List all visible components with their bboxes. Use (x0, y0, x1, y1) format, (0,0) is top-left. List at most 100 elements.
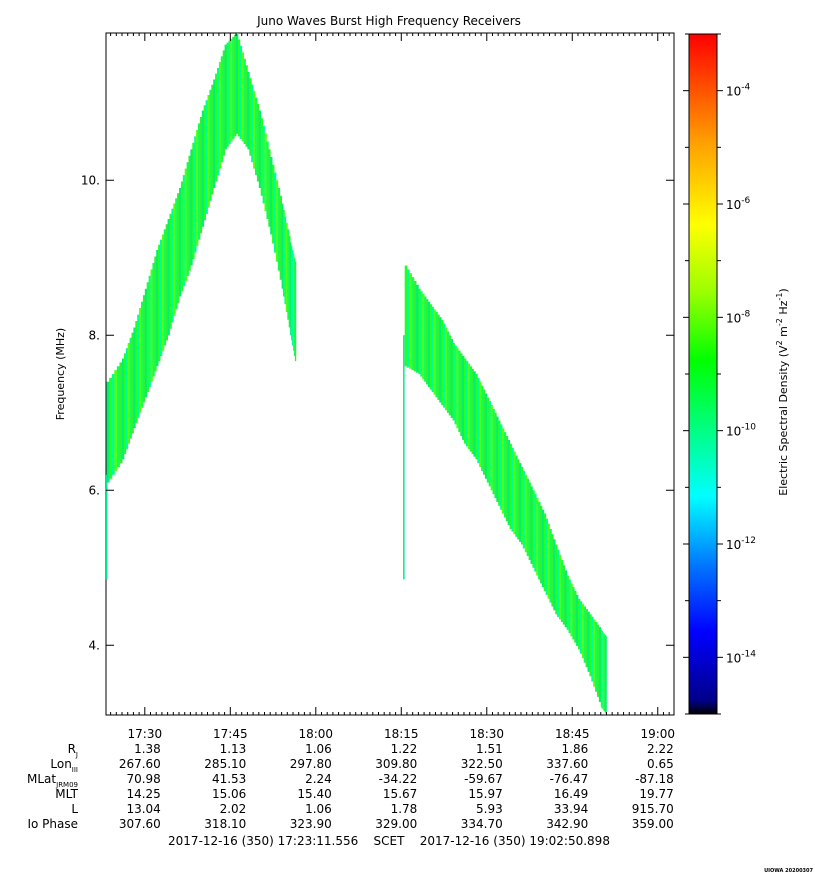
emission-cell (496, 416, 499, 502)
colorbar-tick-label: 10-14 (726, 649, 756, 665)
ephemeris-value: 2.24 (305, 772, 332, 786)
emission-cell (247, 71, 250, 150)
emission-cell (427, 301, 431, 387)
emission-cell (541, 509, 545, 588)
emission-cell (460, 353, 463, 436)
x-tick-label: 18:30 (469, 727, 504, 741)
colorbar (688, 33, 718, 715)
emission-cell (277, 188, 281, 271)
emission-cell (203, 105, 206, 221)
ephemeris-value: 13.04 (126, 802, 160, 816)
ephemeris-value: 329.00 (375, 817, 417, 831)
emission-cell (270, 157, 273, 235)
emission-cell (163, 229, 167, 346)
emission-cell (119, 362, 123, 464)
emission-cell (494, 412, 497, 499)
ephemeris-row-label: MLT (55, 787, 78, 801)
ephemeris-value: 267.60 (119, 757, 161, 771)
emission-cell (237, 39, 241, 137)
ephemeris-value: 297.80 (290, 757, 332, 771)
ephemeris-value: 41.53 (212, 772, 246, 786)
colorbar-tick-label: 10-12 (726, 536, 756, 552)
emission-cell (167, 219, 170, 336)
ephemeris-row-label: LonIII (50, 757, 78, 774)
emission-cell (228, 40, 231, 145)
emission-cell (272, 164, 275, 244)
ephemeris-value: 15.97 (468, 787, 502, 801)
emission-cell (137, 314, 140, 418)
emission-cell (133, 327, 136, 429)
emission-cell (169, 213, 172, 329)
ephemeris-value: 337.60 (546, 757, 588, 771)
emission-cell (114, 370, 118, 471)
emission-cell (111, 374, 115, 475)
chart-title: Juno Waves Burst High Frequency Receiver… (256, 14, 521, 28)
emission-cell (186, 162, 189, 276)
emission-cell (241, 52, 244, 142)
emission-layer (106, 33, 607, 714)
emission-cell (517, 459, 520, 540)
x-minor-ticks (110, 33, 670, 715)
emission-cell (469, 366, 472, 452)
emission-cell (420, 291, 423, 377)
emission-cell (258, 110, 262, 188)
emission-cell (513, 451, 516, 535)
emission-cell (262, 126, 265, 204)
y-tick-label: 4. (89, 638, 100, 652)
emission-cell (429, 304, 433, 390)
emission-cell (536, 498, 539, 576)
emission-cell (198, 123, 201, 240)
emission-cell (597, 624, 600, 697)
emission-cell (287, 229, 290, 320)
ephemeris-table: RJ 1.38 1.13 1.06 1.22 1.51 1.86 2.22 LonIII 267.… (27, 742, 674, 831)
x-tick-label: 18:00 (298, 727, 333, 741)
emission-cell (236, 33, 239, 134)
emission-cell (488, 401, 491, 487)
emission-cell (148, 275, 151, 387)
emission-cell (199, 117, 203, 234)
x-tick-label: 17:30 (128, 727, 163, 741)
emission-cell (161, 234, 165, 351)
ephemeris-value: 14.25 (126, 787, 160, 801)
emission-cell (222, 50, 225, 156)
emission-cell (566, 575, 569, 630)
emission-cell (256, 104, 260, 182)
emission-cell (122, 358, 125, 460)
emission-cell (583, 606, 586, 663)
ephemeris-value: -76.47 (550, 772, 589, 786)
emission-cell (205, 100, 208, 214)
emission-cell (458, 350, 461, 433)
emission-cell (498, 420, 501, 506)
ephemeris-value: 19.77 (639, 787, 673, 801)
emission-cell (264, 133, 267, 212)
emission-cell (562, 565, 566, 625)
emission-cell (283, 210, 285, 297)
emission-cell (464, 358, 467, 444)
emission-cell (135, 321, 138, 423)
emission-cell (207, 95, 210, 208)
emission-cell (530, 486, 533, 564)
emission-cell (274, 172, 277, 253)
emission-cell (284, 216, 287, 305)
emission-cell (144, 288, 148, 398)
emission-cell (211, 84, 214, 195)
emission-cell (572, 587, 575, 640)
emission-cell (146, 282, 149, 393)
emission-cell (450, 339, 453, 418)
emission-cell (454, 345, 457, 425)
ephemeris-value: 15.40 (297, 787, 331, 801)
emission-cell (456, 348, 459, 429)
ephemeris-value: 323.90 (290, 817, 332, 831)
emission-cell (441, 319, 444, 406)
emission-cell (217, 67, 220, 176)
emission-cell (196, 129, 199, 247)
ephemeris-value: 1.06 (305, 742, 332, 756)
emission-cell (462, 355, 465, 440)
emission-cell (538, 501, 541, 580)
emission-cell (587, 611, 590, 672)
x-tick-label: 18:15 (384, 727, 419, 741)
emission-cell (555, 544, 558, 615)
emission-cell (581, 603, 585, 659)
emission-cell (243, 58, 246, 144)
